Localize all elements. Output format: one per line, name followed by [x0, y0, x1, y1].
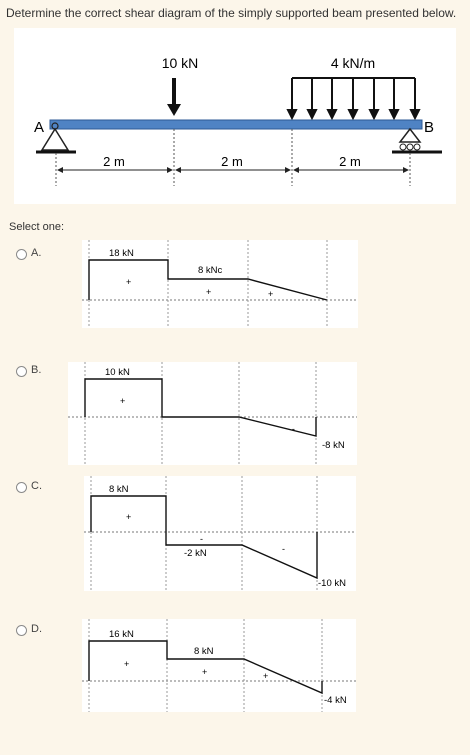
option-c-sign-1: +: [126, 512, 131, 522]
distributed-load-label: 4 kN/m: [331, 55, 375, 71]
option-b-sign-2: -: [292, 424, 295, 434]
option-a-first-label: 18 kN: [109, 248, 134, 259]
option-d-diagram[interactable]: 16 kN 8 kN -4 kN + + +: [82, 619, 356, 712]
radio-option-b[interactable]: [16, 366, 27, 377]
option-a-second-label: 8 kNc: [198, 265, 223, 276]
option-d-sign-1: +: [124, 659, 129, 669]
option-b-diagram[interactable]: 10 kN -8 kN + -: [68, 362, 357, 465]
radio-option-c[interactable]: [16, 482, 27, 493]
support-a-label: A: [34, 119, 44, 136]
option-c-sign-2: -: [200, 534, 203, 544]
point-load-label: 10 kN: [162, 55, 199, 71]
option-d-letter: D.: [31, 623, 42, 635]
option-b-first-label: 10 kN: [105, 367, 130, 378]
option-a-letter: A.: [31, 247, 42, 259]
beam-figure: 10 kN 4 kN/m A B: [14, 28, 456, 204]
beam: [49, 119, 423, 130]
option-c-letter: C.: [31, 480, 42, 492]
option-d-first-label: 16 kN: [109, 629, 134, 640]
shear-diagram-b: 10 kN -8 kN + -: [68, 362, 357, 465]
shear-diagram-c: 8 kN -2 kN -10 kN + - -: [84, 476, 356, 591]
question-text: Determine the correct shear diagram of t…: [6, 6, 457, 20]
pin-support-a: [36, 122, 76, 154]
option-d-last-label: -4 kN: [324, 695, 347, 706]
option-c-first-label: 8 kN: [109, 484, 129, 495]
span-label-2: 2 m: [221, 154, 243, 169]
shear-diagram-d: 16 kN 8 kN -4 kN + + +: [82, 619, 356, 712]
distributed-load-arrows: [286, 77, 421, 121]
roller-support-b: [392, 127, 442, 154]
option-a-diagram[interactable]: 18 kN 8 kNc + + +: [82, 240, 358, 328]
radio-option-a[interactable]: [16, 249, 27, 260]
option-c-second-label: -2 kN: [184, 548, 207, 559]
support-b-label: B: [424, 119, 434, 136]
dimension-guides: [55, 129, 411, 186]
option-c-diagram[interactable]: 8 kN -2 kN -10 kN + - -: [84, 476, 356, 591]
point-load-arrow: [167, 78, 181, 116]
option-d-sign-2: +: [202, 667, 207, 677]
radio-option-d[interactable]: [16, 625, 27, 636]
span-label-3: 2 m: [339, 154, 361, 169]
option-d-sign-3: +: [263, 671, 268, 681]
option-d-second-label: 8 kN: [194, 646, 214, 657]
option-a-sign-1: +: [126, 277, 131, 287]
option-a-sign-2: +: [206, 287, 211, 297]
option-b-sign-1: +: [120, 396, 125, 406]
span-label-1: 2 m: [103, 154, 125, 169]
option-c-last-label: -10 kN: [318, 578, 346, 589]
select-one-label: Select one:: [9, 221, 65, 233]
beam-diagram-svg: 10 kN 4 kN/m A B: [34, 55, 442, 186]
option-c-sign-3: -: [282, 544, 285, 554]
option-b-letter: B.: [31, 364, 42, 376]
option-b-last-label: -8 kN: [322, 440, 345, 451]
option-a-sign-3: +: [268, 289, 273, 299]
shear-diagram-a: 18 kN 8 kNc + + +: [82, 240, 358, 328]
